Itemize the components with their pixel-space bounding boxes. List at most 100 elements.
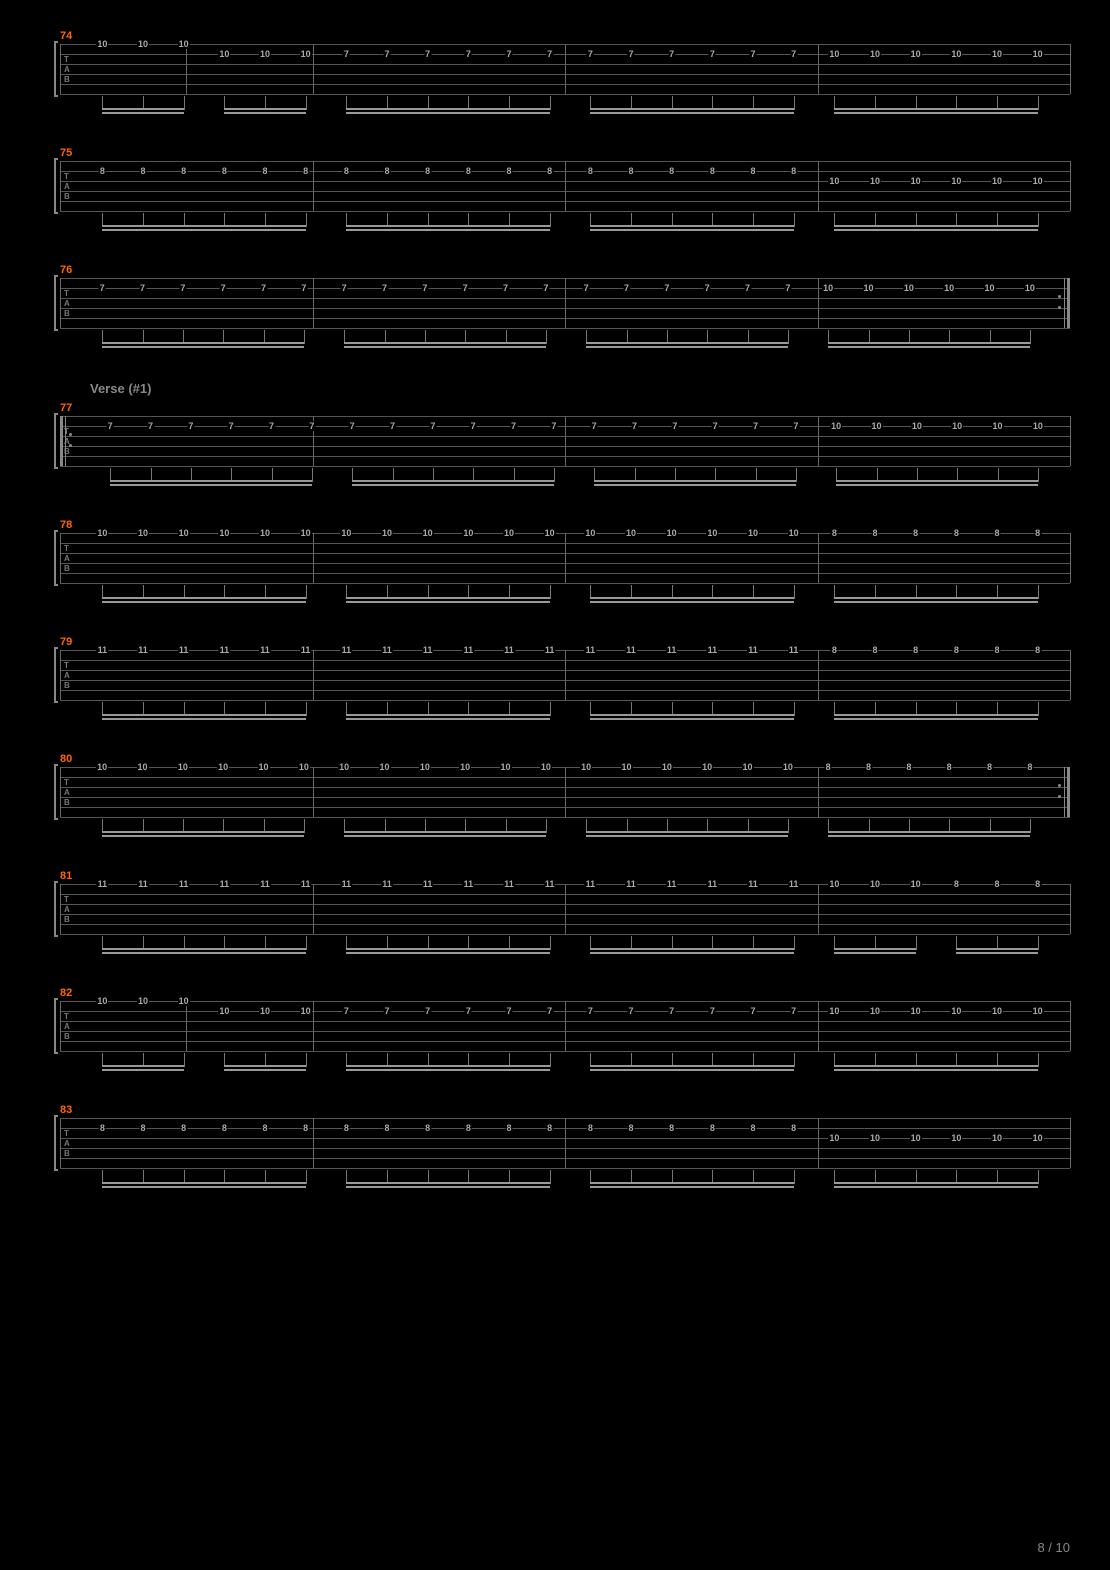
tab-note: 7 xyxy=(627,49,634,59)
tab-note: 11 xyxy=(463,645,475,655)
beam xyxy=(102,714,305,716)
staff-bracket xyxy=(54,158,58,214)
tab-note: 10 xyxy=(381,528,393,538)
note-stem xyxy=(794,702,795,716)
staff-bracket xyxy=(54,1115,58,1171)
tab-note: 7 xyxy=(704,283,711,293)
beam xyxy=(102,835,304,837)
tab-note: 10 xyxy=(422,528,434,538)
beam xyxy=(594,484,796,486)
measure-block: 81TAB11111111111111111111111111111111111… xyxy=(40,870,1070,959)
beam xyxy=(834,597,1037,599)
note-stem xyxy=(306,1170,307,1184)
tab-note: 8 xyxy=(627,166,634,176)
bar-line xyxy=(60,278,61,328)
tab-note: 7 xyxy=(510,421,517,431)
tab-note: 8 xyxy=(790,1123,797,1133)
beam xyxy=(110,480,312,482)
tab-note: 11 xyxy=(259,645,271,655)
tab-note: 10 xyxy=(950,176,962,186)
note-stem xyxy=(304,819,305,833)
note-stem xyxy=(1038,213,1039,227)
tab-note: 8 xyxy=(221,1123,228,1133)
beam xyxy=(590,225,793,227)
bar-line xyxy=(818,884,819,934)
tab-note: 7 xyxy=(383,49,390,59)
tab-letters: TAB xyxy=(64,895,70,925)
beam xyxy=(224,1065,305,1067)
tab-note: 10 xyxy=(178,39,190,49)
tab-note: 8 xyxy=(139,166,146,176)
tab-note: 10 xyxy=(1032,1006,1044,1016)
tab-note: 10 xyxy=(96,39,108,49)
tab-note: 8 xyxy=(865,762,872,772)
beam xyxy=(346,952,549,954)
bar-line xyxy=(60,44,61,94)
beam xyxy=(102,229,305,231)
tab-note: 11 xyxy=(300,879,312,889)
tab-note: 7 xyxy=(349,421,356,431)
bar-line xyxy=(313,1118,314,1168)
beam xyxy=(346,108,549,110)
beam xyxy=(586,835,788,837)
tab-note: 10 xyxy=(910,49,922,59)
tab-note: 7 xyxy=(744,283,751,293)
tab-note: 7 xyxy=(99,283,106,293)
tab-staff: TAB1010101010101010101010101010101010108… xyxy=(40,533,1070,608)
tab-note: 10 xyxy=(910,879,922,889)
beam xyxy=(102,1065,183,1067)
tab-note: 7 xyxy=(228,421,235,431)
note-stem xyxy=(1038,96,1039,110)
tab-note: 10 xyxy=(910,1133,922,1143)
tab-note: 7 xyxy=(389,421,396,431)
beam xyxy=(834,1186,1037,1188)
tab-note: 10 xyxy=(828,49,840,59)
beam xyxy=(102,1069,183,1071)
tab-note: 8 xyxy=(831,528,838,538)
tab-note: 10 xyxy=(991,176,1003,186)
tab-note: 11 xyxy=(747,645,759,655)
tab-note: 8 xyxy=(953,645,960,655)
beam xyxy=(346,1182,549,1184)
bar-line xyxy=(1070,416,1071,466)
measure-block: 82TAB10101010101077777777777710101010101… xyxy=(40,987,1070,1076)
beam xyxy=(590,597,793,599)
tab-note: 7 xyxy=(139,283,146,293)
note-stem xyxy=(550,936,551,950)
tab-note: 8 xyxy=(1034,645,1041,655)
beam xyxy=(102,831,304,833)
tab-note: 10 xyxy=(951,421,963,431)
tab-note: 11 xyxy=(585,645,597,655)
beam xyxy=(834,1069,1037,1071)
beam xyxy=(224,112,305,114)
tab-note: 8 xyxy=(505,166,512,176)
tab-note: 11 xyxy=(137,879,149,889)
tab-note: 10 xyxy=(828,1006,840,1016)
tab-note: 8 xyxy=(546,1123,553,1133)
beam xyxy=(590,1182,793,1184)
tab-note: 8 xyxy=(221,166,228,176)
string-line xyxy=(60,817,1070,818)
bar-line xyxy=(565,533,566,583)
string-line xyxy=(60,94,1070,95)
tab-note: 10 xyxy=(983,283,995,293)
measure-block: 78TAB10101010101010101010101010101010101… xyxy=(40,519,1070,608)
tab-note: 8 xyxy=(993,645,1000,655)
beam xyxy=(590,108,793,110)
tab-note: 11 xyxy=(97,645,109,655)
bar-line xyxy=(186,1001,187,1051)
bar-line xyxy=(818,1001,819,1051)
tab-staff: TAB1010101010101010101010101010101010108… xyxy=(40,767,1070,842)
tab-note: 11 xyxy=(503,645,515,655)
tab-note: 10 xyxy=(178,528,190,538)
tab-note: 7 xyxy=(429,421,436,431)
tab-note: 7 xyxy=(300,283,307,293)
tab-note: 10 xyxy=(869,1133,881,1143)
bar-line xyxy=(565,44,566,94)
tab-note: 11 xyxy=(341,645,353,655)
note-stem xyxy=(184,1053,185,1067)
tab-note: 8 xyxy=(668,1123,675,1133)
tab-note: 7 xyxy=(631,421,638,431)
staff-bracket xyxy=(54,881,58,937)
tab-staff: TAB101010101010777777777777101010101010 xyxy=(40,44,1070,119)
